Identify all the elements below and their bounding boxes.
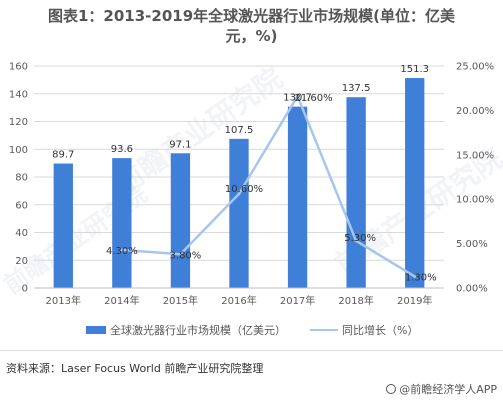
y-right-tick-label: 5.00% bbox=[456, 239, 488, 250]
x-tick-label: 2018年 bbox=[338, 294, 373, 307]
combo-chart: 89.7 93.6 97.1 107.5 130.7 137.5 151.3 4.30% 3.8… bbox=[9, 62, 494, 308]
source-note: 资料来源：Laser Focus World 前瞻产业研究院整理 bbox=[6, 362, 264, 375]
axes: 0 20 40 60 80 100 120 140 160 0.00% 5.00% 10.00% 15.… bbox=[9, 62, 494, 308]
line-value-label: 10.60% bbox=[225, 184, 263, 195]
y-right-tick-label: 15.00% bbox=[456, 150, 494, 161]
line-point bbox=[296, 94, 300, 98]
line-value-label: 4.30% bbox=[106, 246, 138, 257]
line-point bbox=[120, 248, 124, 252]
legend-swatch-line bbox=[310, 329, 338, 331]
chart-title: 图表1：2013-2019年全球激光器行业市场规模(单位：亿美 元，%) bbox=[0, 6, 503, 46]
bar-value-label: 151.3 bbox=[400, 64, 429, 75]
legend-item-bar: 全球激光器行业市场规模（亿美元） bbox=[86, 322, 286, 338]
line-value-label: 3.80% bbox=[170, 250, 202, 261]
line-point bbox=[413, 274, 417, 278]
y-left-tick-label: 160 bbox=[9, 62, 28, 73]
legend-label-line: 同比增长（%） bbox=[342, 324, 419, 337]
bar-value-label: 107.5 bbox=[225, 125, 254, 136]
brand-footer: @前瞻经济学人APP bbox=[386, 381, 497, 397]
x-tick-label: 2013年 bbox=[46, 294, 81, 307]
legend-label-bar: 全球激光器行业市场规模（亿美元） bbox=[110, 324, 286, 337]
x-tick-label: 2019年 bbox=[397, 294, 432, 307]
chart-title-line-2: 元，%) bbox=[225, 27, 278, 45]
y-left-tick-label: 40 bbox=[15, 228, 28, 239]
x-tick-label: 2016年 bbox=[221, 294, 256, 307]
line-point bbox=[354, 239, 358, 243]
bar bbox=[405, 78, 425, 288]
y-right-tick-label: 0.00% bbox=[456, 284, 488, 295]
bar-value-label: 89.7 bbox=[52, 150, 74, 161]
legend-item-line: 同比增长（%） bbox=[310, 322, 418, 338]
y-left-tick-label: 100 bbox=[9, 145, 28, 156]
bar-value-label: 97.1 bbox=[169, 139, 191, 150]
y-left-tick-label: 20 bbox=[15, 256, 28, 267]
bar bbox=[170, 153, 191, 288]
line-point bbox=[237, 192, 241, 196]
bar-value-label: 130.7 bbox=[283, 93, 312, 104]
y-right-tick-label: 20.00% bbox=[456, 106, 494, 117]
x-tick-label: 2014年 bbox=[104, 294, 139, 307]
legend-swatch-bar bbox=[86, 326, 106, 334]
bar bbox=[346, 97, 366, 288]
bar bbox=[112, 158, 132, 288]
chart-legend: 全球激光器行业市场规模（亿美元） 同比增长（%） bbox=[0, 322, 503, 338]
divider-line bbox=[0, 350, 503, 351]
bar-value-label: 93.6 bbox=[111, 144, 133, 155]
x-tick-label: 2015年 bbox=[163, 294, 198, 307]
y-left-tick-label: 140 bbox=[9, 89, 28, 100]
bar-value-label: 137.5 bbox=[342, 83, 371, 94]
y-left-tick-label: 120 bbox=[9, 117, 28, 128]
growth-line bbox=[121, 94, 416, 278]
y-right-tick-label: 25.00% bbox=[456, 62, 494, 73]
line-value-label: 5.30% bbox=[344, 233, 376, 244]
bar bbox=[229, 138, 249, 288]
y-right-tick-label: 10.00% bbox=[456, 195, 494, 206]
data-labels: 89.7 93.6 97.1 107.5 130.7 137.5 151.3 4.30% 3.8… bbox=[52, 64, 436, 283]
chart-title-line-1: 图表1：2013-2019年全球激光器行业市场规模(单位：亿美 bbox=[47, 7, 456, 25]
line-series bbox=[120, 94, 417, 278]
line-value-label: 21.60% bbox=[295, 93, 333, 104]
line-point bbox=[178, 252, 182, 256]
brand-logo-icon bbox=[386, 384, 397, 394]
y-left-tick-label: 80 bbox=[15, 173, 28, 184]
bar bbox=[53, 163, 73, 288]
bar-series bbox=[53, 78, 425, 288]
brand-text: @前瞻经济学人APP bbox=[399, 383, 497, 396]
y-left-tick-label: 0 bbox=[22, 284, 28, 295]
x-tick-label: 2017年 bbox=[280, 294, 315, 307]
line-value-label: 1.30% bbox=[405, 272, 437, 283]
bar bbox=[287, 106, 308, 288]
y-left-tick-label: 60 bbox=[15, 200, 28, 211]
